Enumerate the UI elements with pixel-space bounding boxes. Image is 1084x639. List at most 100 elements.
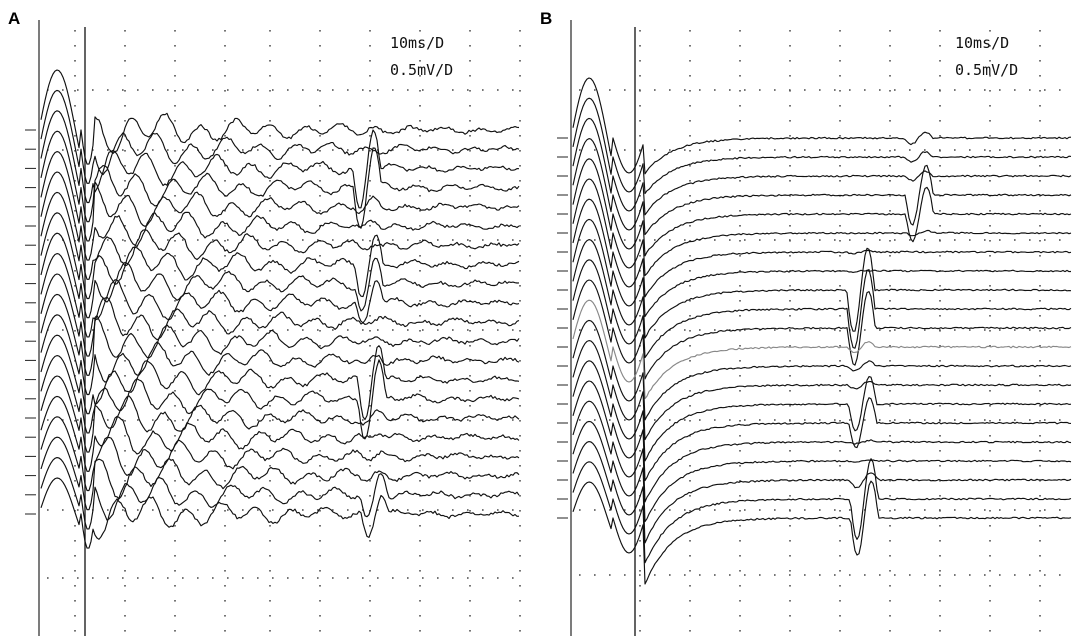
grid-dot	[124, 45, 126, 47]
grid-dot	[609, 239, 611, 241]
grid-dot	[437, 239, 439, 241]
grid-dot	[437, 89, 439, 91]
grid-dot	[759, 574, 761, 576]
grid-dot	[124, 405, 126, 407]
grid-dot	[469, 150, 471, 152]
grid-dot	[272, 419, 274, 421]
grid-dot	[467, 577, 469, 579]
grid-dot	[849, 419, 851, 421]
grid-dot	[519, 540, 521, 542]
grid-dot	[889, 375, 891, 377]
grid-dot	[639, 480, 641, 482]
grid-dot	[392, 577, 394, 579]
grid-dot	[1039, 120, 1041, 122]
grid-dot	[212, 89, 214, 91]
grid-dot	[639, 300, 641, 302]
grid-dot	[269, 600, 271, 602]
grid-dot	[689, 75, 691, 77]
grid-dot	[689, 315, 691, 317]
grid-dot	[124, 255, 126, 257]
grid-dot	[74, 465, 76, 467]
grid-dot	[124, 345, 126, 347]
grid-dot	[469, 600, 471, 602]
grid-dot	[639, 329, 641, 331]
grid-dot	[319, 375, 321, 377]
grid-dot	[839, 630, 841, 632]
grid-dot	[174, 330, 176, 332]
grid-dot	[224, 570, 226, 572]
grid-dot	[684, 419, 686, 421]
grid-dot	[939, 255, 941, 257]
grid-dot	[839, 555, 841, 557]
grid-dot	[624, 509, 626, 511]
grid-dot	[62, 329, 64, 331]
grid-dot	[1039, 360, 1041, 362]
grid-dot	[512, 509, 514, 511]
grid-dot	[989, 375, 991, 377]
grid-dot	[467, 509, 469, 511]
grid-dot	[1029, 509, 1031, 511]
grid-dot	[689, 330, 691, 332]
grid-dot	[407, 577, 409, 579]
grid-dot	[74, 150, 76, 152]
grid-dot	[789, 495, 791, 497]
grid-dot	[369, 105, 371, 107]
grid-dot	[242, 149, 244, 151]
grid-dot	[729, 239, 731, 241]
grid-dot	[989, 225, 991, 227]
trace-3	[40, 110, 520, 209]
grid-dot	[789, 465, 791, 467]
grid-dot	[909, 574, 911, 576]
grid-dot	[269, 300, 271, 302]
grid-dot	[939, 210, 941, 212]
grid-dot	[984, 329, 986, 331]
grid-dot	[689, 225, 691, 227]
grid-dot	[849, 239, 851, 241]
grid-dot	[422, 577, 424, 579]
grid-dot	[482, 329, 484, 331]
grid-dot	[124, 195, 126, 197]
grid-dot	[889, 495, 891, 497]
grid-dot	[419, 60, 421, 62]
grid-dot	[269, 465, 271, 467]
grid-dot	[347, 419, 349, 421]
grid-dot	[789, 300, 791, 302]
grid-dot	[519, 30, 521, 32]
grid-dot	[167, 89, 169, 91]
grid-dot	[419, 405, 421, 407]
grid-dot	[639, 555, 641, 557]
grid-dot	[74, 30, 76, 32]
grid-dot	[269, 240, 271, 242]
grid-dot	[319, 630, 321, 632]
grid-dot	[269, 630, 271, 632]
grid-dot	[369, 495, 371, 497]
grid-dot	[302, 149, 304, 151]
grid-dot	[909, 239, 911, 241]
grid-dot	[739, 45, 741, 47]
grid-dot	[739, 615, 741, 617]
grid-dot	[729, 509, 731, 511]
grid-dot	[739, 600, 741, 602]
grid-dot	[989, 420, 991, 422]
grid-dot	[689, 615, 691, 617]
grid-dot	[369, 435, 371, 437]
grid-dot	[482, 89, 484, 91]
grid-dot	[669, 574, 671, 576]
grid-dot	[319, 75, 321, 77]
grid-dot	[739, 480, 741, 482]
grid-dot	[369, 285, 371, 287]
grid-dot	[894, 239, 896, 241]
grid-dot	[362, 89, 364, 91]
grid-dot	[689, 600, 691, 602]
grid-dot	[879, 419, 881, 421]
grid-dot	[437, 509, 439, 511]
grid-dot	[269, 165, 271, 167]
grid-dot	[182, 149, 184, 151]
grid-dot	[789, 574, 791, 576]
grid-dot	[124, 180, 126, 182]
grid-dot	[789, 315, 791, 317]
grid-dot	[124, 615, 126, 617]
grid-dot	[47, 509, 49, 511]
grid-dot	[319, 210, 321, 212]
